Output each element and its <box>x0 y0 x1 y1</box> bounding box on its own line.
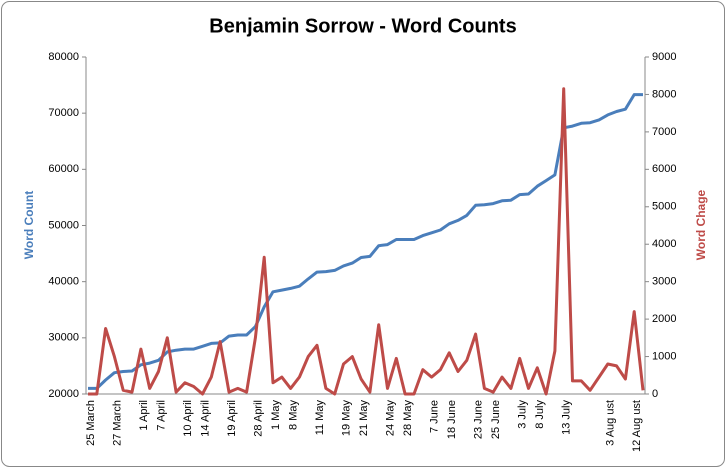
x-tick-label: 3 Aug ust <box>605 400 617 446</box>
x-tick-label: 8 July <box>534 400 546 429</box>
y-tick-label: 50000 <box>48 219 79 231</box>
x-tick-label: 25 March <box>85 400 97 446</box>
y-tick-label: 30000 <box>48 332 79 344</box>
x-tick-label: 8 May <box>288 400 300 430</box>
y2-tick-label: 8000 <box>652 88 676 100</box>
x-tick-label: 1 April <box>138 400 150 431</box>
chart-title: Benjamin Sorrow - Word Counts <box>209 15 516 37</box>
y-tick-label: 40000 <box>48 276 79 288</box>
x-tick-label: 27 March <box>111 400 123 446</box>
y2-tick-label: 3000 <box>652 276 676 288</box>
y2-tick-label: 1000 <box>652 350 676 362</box>
y2-tick-label: 7000 <box>652 126 676 138</box>
x-tick-label: 28 April <box>252 400 264 437</box>
y2-tick-label: 6000 <box>652 163 676 175</box>
series-line <box>88 87 645 396</box>
x-tick-label: 24 May <box>384 400 396 437</box>
y-tick-label: 20000 <box>48 388 79 400</box>
x-tick-label: 23 June <box>473 400 485 439</box>
x-tick-label: 7 April <box>155 400 167 431</box>
y2-tick-label: 9000 <box>652 51 676 63</box>
x-tick-label: 25 June <box>490 400 502 439</box>
y2-axis-title: Word Chage <box>694 189 708 260</box>
y-tick-label: 80000 <box>48 51 79 63</box>
x-tick-label: 13 July <box>561 400 573 435</box>
y2-tick-label: 2000 <box>652 313 676 325</box>
x-tick-label: 19 May <box>340 400 352 437</box>
y-axis-title: Word Count <box>22 191 36 259</box>
y2-tick-label: 0 <box>652 388 658 400</box>
y-tick-label: 60000 <box>48 163 79 175</box>
x-tick-label: 18 June <box>446 400 458 439</box>
x-tick-label: 11 May <box>314 400 326 436</box>
y-tick-label: 70000 <box>48 107 79 119</box>
series-line <box>88 93 643 390</box>
y2-tick-label: 5000 <box>652 201 676 213</box>
x-tick-label: 7 June <box>428 400 440 433</box>
y2-tick-label: 4000 <box>652 238 676 250</box>
x-tick-label: 28 May <box>402 400 414 437</box>
x-tick-label: 3 July <box>517 400 529 429</box>
x-tick-label: 19 April <box>226 400 238 437</box>
x-tick-label: 12 Aug ust <box>631 400 643 452</box>
x-tick-label: 14 April <box>199 400 211 437</box>
x-tick-label: 21 May <box>358 400 370 437</box>
x-tick-label: 1 May <box>270 400 282 430</box>
x-tick-label: 10 April <box>182 400 194 437</box>
